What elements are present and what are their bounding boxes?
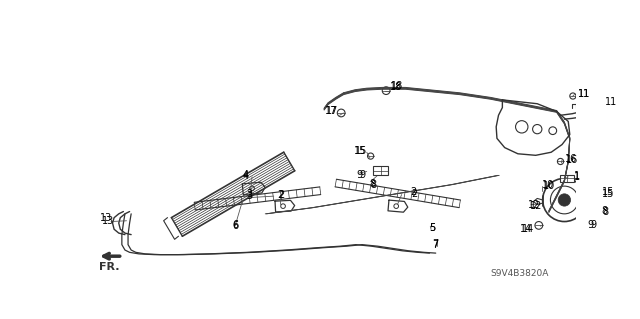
Text: 1: 1 <box>573 171 580 181</box>
Text: 2: 2 <box>410 187 417 197</box>
Circle shape <box>382 87 390 94</box>
Text: 10: 10 <box>542 180 554 189</box>
Text: 9: 9 <box>356 170 363 180</box>
Text: 13: 13 <box>102 216 114 226</box>
Text: 12: 12 <box>529 201 542 211</box>
Circle shape <box>337 109 345 117</box>
Text: 8: 8 <box>371 180 377 189</box>
Circle shape <box>570 93 576 99</box>
Text: 4: 4 <box>243 171 249 181</box>
Circle shape <box>550 186 579 214</box>
Text: 11: 11 <box>605 97 618 107</box>
Text: 17: 17 <box>325 106 337 116</box>
Text: 14: 14 <box>520 224 532 234</box>
Bar <box>590 211 605 220</box>
Text: 12: 12 <box>528 200 540 210</box>
Text: 11: 11 <box>579 90 591 100</box>
Text: 17: 17 <box>326 107 339 116</box>
Text: 9: 9 <box>359 170 365 180</box>
Text: 9: 9 <box>590 220 596 230</box>
Text: 7: 7 <box>433 240 439 250</box>
Text: 1: 1 <box>575 172 580 182</box>
Circle shape <box>535 221 543 229</box>
Bar <box>373 166 388 175</box>
Text: 16: 16 <box>566 155 578 165</box>
Text: 4: 4 <box>243 170 249 180</box>
Text: 16: 16 <box>565 154 577 164</box>
Text: S9V4B3820A: S9V4B3820A <box>491 269 549 278</box>
Text: 3: 3 <box>246 189 253 199</box>
Text: 2: 2 <box>278 189 284 200</box>
Text: 2: 2 <box>412 189 418 199</box>
Text: 15: 15 <box>355 146 367 157</box>
Text: 15: 15 <box>602 189 614 199</box>
Text: 11: 11 <box>577 89 590 99</box>
Text: 5: 5 <box>429 223 435 233</box>
Text: 8: 8 <box>370 179 376 189</box>
Circle shape <box>558 194 571 206</box>
Text: 2: 2 <box>278 190 285 200</box>
Text: 13: 13 <box>100 213 113 224</box>
Text: 18: 18 <box>391 81 403 91</box>
Text: 3: 3 <box>246 191 253 201</box>
Bar <box>560 174 573 182</box>
Circle shape <box>543 178 586 221</box>
Text: 6: 6 <box>232 221 238 231</box>
Circle shape <box>595 191 601 197</box>
Circle shape <box>394 204 399 208</box>
Circle shape <box>549 127 557 135</box>
Text: 15: 15 <box>602 187 614 197</box>
Circle shape <box>250 186 254 191</box>
Circle shape <box>557 159 564 165</box>
Text: 8: 8 <box>602 206 608 216</box>
Text: FR.: FR. <box>99 262 120 271</box>
Circle shape <box>367 153 374 159</box>
Text: 14: 14 <box>522 224 534 234</box>
Circle shape <box>516 121 528 133</box>
Text: 9: 9 <box>588 219 594 230</box>
Text: 15: 15 <box>353 146 366 156</box>
Text: 18: 18 <box>390 82 403 92</box>
Text: 8: 8 <box>602 206 609 217</box>
Text: 10: 10 <box>543 181 556 191</box>
Text: 7: 7 <box>433 239 439 249</box>
Text: 6: 6 <box>233 219 239 230</box>
Circle shape <box>532 124 542 134</box>
Circle shape <box>281 204 285 208</box>
Text: 5: 5 <box>429 223 435 233</box>
